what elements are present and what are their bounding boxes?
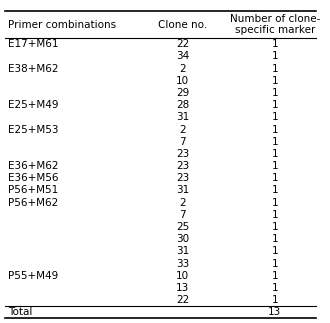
Text: 1: 1	[271, 161, 278, 171]
Text: P56+M51: P56+M51	[8, 185, 58, 195]
Text: E38+M62: E38+M62	[8, 64, 58, 74]
Text: 31: 31	[176, 185, 189, 195]
Text: 1: 1	[271, 64, 278, 74]
Text: 1: 1	[271, 39, 278, 49]
Text: 22: 22	[176, 39, 189, 49]
Text: 7: 7	[179, 137, 186, 147]
Text: 22: 22	[176, 295, 189, 305]
Text: 1: 1	[271, 271, 278, 281]
Text: 23: 23	[176, 173, 189, 183]
Text: E25+M49: E25+M49	[8, 100, 58, 110]
Text: 1: 1	[271, 283, 278, 293]
Text: 1: 1	[271, 51, 278, 61]
Text: 1: 1	[271, 125, 278, 135]
Text: 1: 1	[271, 198, 278, 208]
Text: 1: 1	[271, 210, 278, 220]
Text: E36+M56: E36+M56	[8, 173, 58, 183]
Text: 1: 1	[271, 246, 278, 256]
Text: 1: 1	[271, 185, 278, 195]
Text: 2: 2	[179, 125, 186, 135]
Text: Total: Total	[8, 307, 32, 317]
Text: 10: 10	[176, 271, 189, 281]
Text: 1: 1	[271, 112, 278, 122]
Text: 25: 25	[176, 222, 189, 232]
Text: 13: 13	[268, 307, 281, 317]
Text: 2: 2	[179, 64, 186, 74]
Text: 10: 10	[176, 76, 189, 86]
Text: 1: 1	[271, 222, 278, 232]
Text: E36+M62: E36+M62	[8, 161, 58, 171]
Text: 1: 1	[271, 88, 278, 98]
Text: 1: 1	[271, 234, 278, 244]
Text: P55+M49: P55+M49	[8, 271, 58, 281]
Text: 31: 31	[176, 112, 189, 122]
Text: 30: 30	[176, 234, 189, 244]
Text: 1: 1	[271, 149, 278, 159]
Text: 1: 1	[271, 137, 278, 147]
Text: Clone no.: Clone no.	[158, 20, 207, 30]
Text: 29: 29	[176, 88, 189, 98]
Text: 33: 33	[176, 259, 189, 269]
Text: 31: 31	[176, 246, 189, 256]
Text: 2: 2	[179, 198, 186, 208]
Text: P56+M62: P56+M62	[8, 198, 58, 208]
Text: 23: 23	[176, 161, 189, 171]
Text: 34: 34	[176, 51, 189, 61]
Text: Primer combinations: Primer combinations	[8, 20, 116, 30]
Text: 23: 23	[176, 149, 189, 159]
Text: E25+M53: E25+M53	[8, 125, 58, 135]
Text: E17+M61: E17+M61	[8, 39, 58, 49]
Text: Number of clone-
specific marker: Number of clone- specific marker	[230, 14, 320, 36]
Text: 1: 1	[271, 259, 278, 269]
Text: 1: 1	[271, 76, 278, 86]
Text: 1: 1	[271, 100, 278, 110]
Text: 7: 7	[179, 210, 186, 220]
Text: 1: 1	[271, 173, 278, 183]
Text: 1: 1	[271, 295, 278, 305]
Text: 28: 28	[176, 100, 189, 110]
Text: 13: 13	[176, 283, 189, 293]
